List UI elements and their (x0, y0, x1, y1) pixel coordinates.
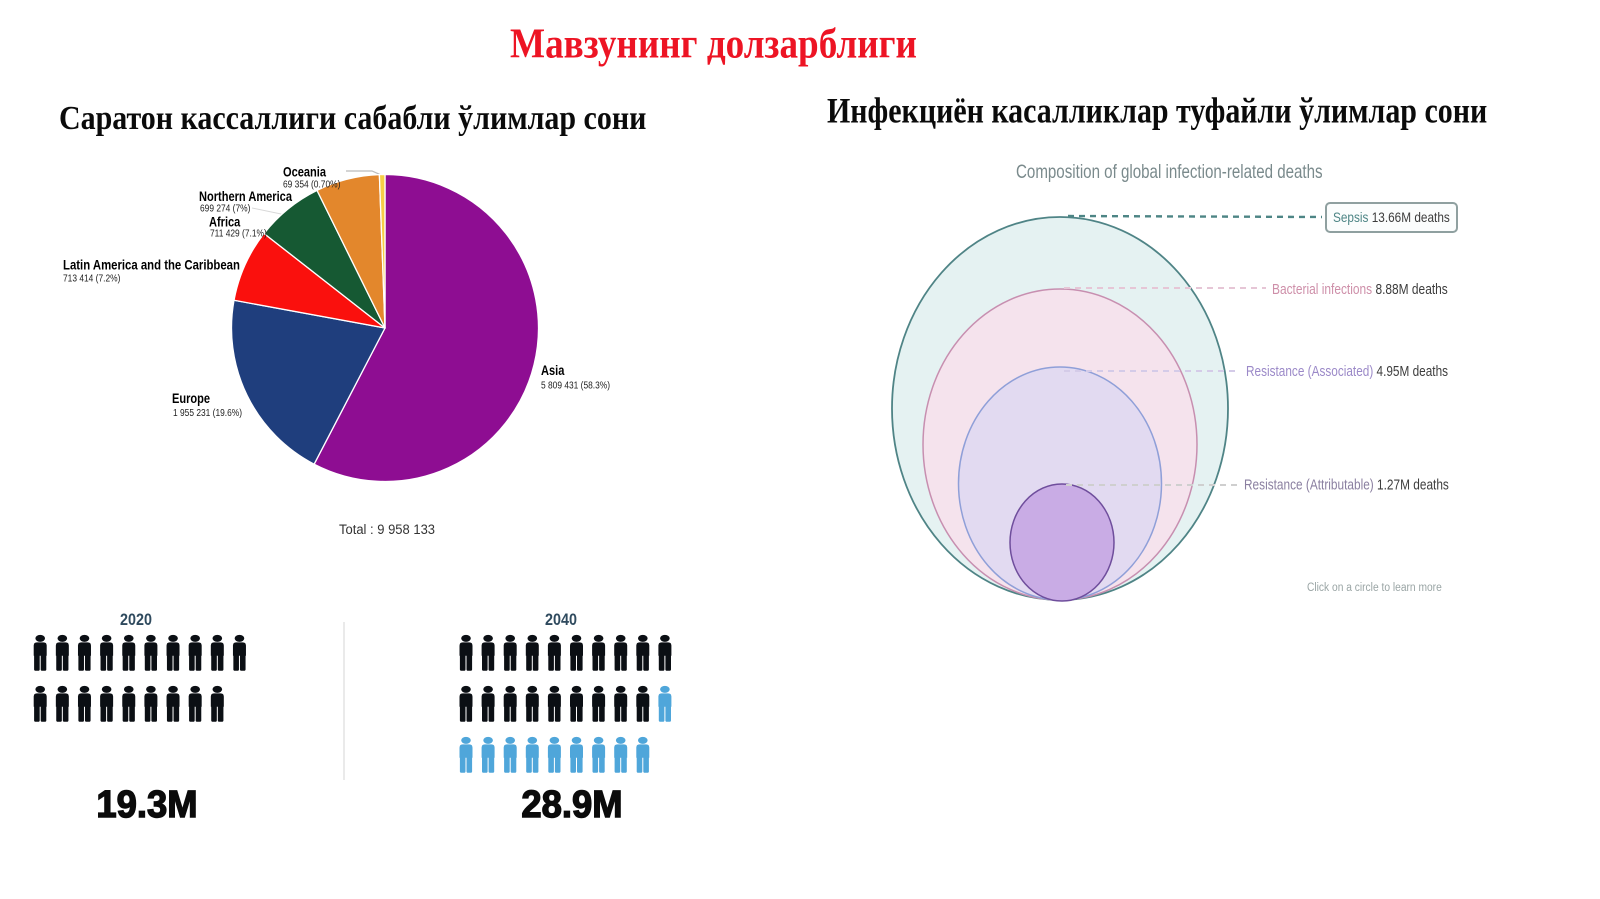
svg-text:Northern America: Northern America (199, 189, 292, 204)
svg-text:Bacterial infections 8.88M dea: Bacterial infections 8.88M deaths (1272, 281, 1448, 297)
svg-text:28.9M: 28.9M (521, 782, 622, 825)
svg-text:Resistance (Attributable) 1.27: Resistance (Attributable) 1.27M deaths (1244, 476, 1449, 492)
svg-text:Click on a circle to learn mor: Click on a circle to learn more (1307, 581, 1442, 594)
svg-text:699 274 (7%): 699 274 (7%) (200, 203, 250, 215)
svg-text:69 354 (0.70%): 69 354 (0.70%) (283, 179, 340, 191)
svg-text:Composition of global infectio: Composition of global infection-related … (1016, 160, 1323, 182)
svg-text:Asia: Asia (541, 363, 564, 378)
svg-text:Oceania: Oceania (283, 164, 326, 179)
svg-text:711 429 (7.1%): 711 429 (7.1%) (210, 228, 267, 240)
svg-text:Africa: Africa (209, 214, 240, 229)
svg-text:Latin America and the Caribbea: Latin America and the Caribbean (63, 258, 240, 273)
svg-text:Total : 9 958 133: Total : 9 958 133 (339, 522, 435, 538)
svg-text:713 414 (7.2%): 713 414 (7.2%) (63, 273, 120, 285)
svg-text:Resistance (Associated) 4.95M: Resistance (Associated) 4.95M deaths (1246, 363, 1448, 379)
svg-text:Мавзунинг долзарблиги: Мавзунинг долзарблиги (510, 20, 917, 67)
svg-text:Europe: Europe (172, 391, 210, 406)
svg-text:2020: 2020 (120, 611, 152, 629)
svg-text:Sepsis 13.66M deaths: Sepsis 13.66M deaths (1333, 210, 1450, 225)
svg-text:19.3M: 19.3M (96, 782, 197, 825)
svg-text:1 955 231 (19.6%): 1 955 231 (19.6%) (173, 407, 242, 419)
svg-text:Саратон кассаллиги сабабли ўли: Саратон кассаллиги сабабли ўлимлар сони (59, 100, 646, 137)
svg-text:2040: 2040 (545, 611, 577, 629)
svg-text:Инфекциён касалликлар туфайли: Инфекциён касалликлар туфайли ўлимлар со… (827, 91, 1487, 131)
svg-text:5 809 431 (58.3%): 5 809 431 (58.3%) (541, 380, 610, 392)
